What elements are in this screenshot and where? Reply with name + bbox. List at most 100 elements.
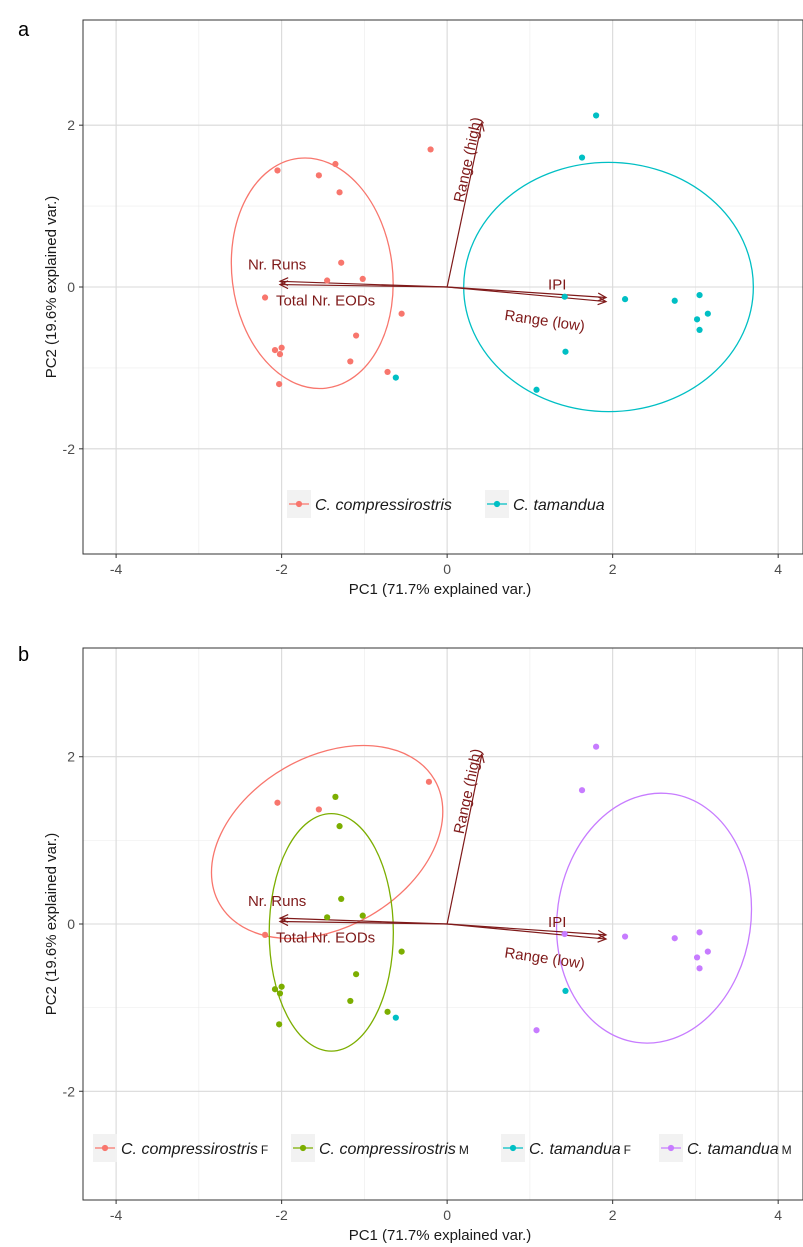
data-point (338, 259, 345, 266)
vector-label: Total Nr. EODs (276, 293, 375, 310)
vector-label: IPI (548, 914, 566, 931)
data-point (261, 294, 269, 301)
legend-sex-label: F (624, 1143, 631, 1157)
data-point (359, 275, 366, 283)
data-point (338, 895, 345, 903)
data-point (276, 380, 283, 388)
x-axis-title: PC1 (71.7% explained var.) (349, 1227, 532, 1244)
data-point (696, 929, 703, 936)
legend-label: C. compressirostris (315, 497, 452, 514)
x-tick-label: -2 (275, 1207, 288, 1223)
legend-item: C. tamandua F (501, 1134, 631, 1162)
data-point (561, 930, 568, 938)
vector-arrowhead (475, 752, 485, 764)
loading-vector (279, 283, 448, 288)
data-point (271, 347, 279, 354)
y-tick-label: 0 (67, 916, 75, 932)
x-tick-label: -4 (110, 561, 123, 577)
data-point (578, 154, 586, 161)
legend-item: C. tamandua M (659, 1134, 792, 1162)
data-point (533, 386, 540, 393)
data-point (359, 912, 366, 919)
x-tick-label: 4 (774, 1207, 782, 1223)
loading-vector (447, 286, 607, 303)
data-point (671, 935, 678, 942)
x-tick-label: -4 (110, 1207, 123, 1223)
vector-arrowhead (475, 121, 485, 132)
data-point (347, 358, 354, 365)
data-point (398, 948, 405, 955)
legend: C. compressirostris F C. compressirostris M… (93, 1134, 792, 1162)
data-point (278, 983, 285, 990)
data-point (274, 167, 281, 174)
vector-label: IPI (548, 277, 566, 294)
legend-key-point (509, 1144, 517, 1152)
vector-arrowhead (278, 917, 289, 927)
legend-key-point (667, 1144, 675, 1152)
panel-label: b (18, 644, 29, 666)
confidence-ellipse (268, 812, 394, 1052)
confidence-ellipse (463, 161, 754, 413)
data-point (392, 374, 399, 381)
x-tick-label: 0 (443, 561, 451, 577)
vector-label: Nr. Runs (248, 256, 306, 273)
data-point (621, 296, 629, 303)
data-point (276, 1021, 283, 1028)
data-point (562, 987, 569, 995)
legend-sex-label: M (459, 1143, 469, 1157)
confidence-ellipse (230, 157, 394, 390)
data-point (398, 310, 405, 317)
y-axis-title: PC2 (19.6% explained var.) (43, 196, 60, 379)
data-point (332, 160, 339, 168)
data-point (578, 787, 586, 794)
x-tick-label: 4 (774, 561, 782, 577)
data-point (693, 316, 701, 323)
vector-arrowhead (278, 913, 289, 923)
data-point (562, 348, 569, 355)
vector-label: Nr. Runs (248, 893, 306, 910)
data-point (261, 931, 269, 938)
data-point (425, 778, 433, 785)
x-tick-label: 2 (609, 1207, 617, 1223)
loading-vector (446, 122, 483, 288)
loading-vector (447, 286, 607, 299)
data-point (693, 954, 701, 961)
y-tick-label: -2 (63, 1083, 76, 1099)
panel-label: a (18, 19, 30, 41)
y-axis-title: PC2 (19.6% explained var.) (43, 833, 60, 1016)
data-point (274, 799, 281, 806)
legend-item: C. compressirostris F (93, 1134, 268, 1162)
legend-item: C. compressirostris (287, 490, 452, 518)
data-point (593, 112, 600, 119)
vector-arrowhead (278, 280, 289, 290)
data-point (324, 277, 331, 284)
data-point (276, 351, 284, 358)
legend-label: C. compressirostris F (121, 1141, 268, 1158)
loading-vector (447, 923, 607, 936)
legend-label: C. tamandua (513, 497, 605, 514)
loading-vector (447, 923, 607, 940)
x-tick-label: -2 (275, 561, 288, 577)
vector-label: Total Nr. EODs (276, 929, 375, 946)
legend-key-point (101, 1144, 109, 1152)
data-point (384, 1008, 391, 1015)
data-point (278, 344, 285, 351)
data-point (671, 297, 678, 304)
legend-sex-label: F (261, 1143, 268, 1157)
vector-arrowhead (597, 292, 608, 302)
legend-key-point (493, 500, 501, 508)
data-point (704, 310, 711, 317)
legend-sex-label: M (782, 1143, 792, 1157)
data-point (271, 986, 279, 993)
legend-item: C. tamandua (485, 490, 605, 518)
loading-vector (279, 920, 448, 925)
data-point (384, 368, 391, 376)
legend-key-point (299, 1144, 307, 1152)
y-tick-label: 0 (67, 279, 75, 295)
legend-label: C. tamandua M (687, 1141, 792, 1158)
confidence-ellipse (210, 744, 444, 940)
